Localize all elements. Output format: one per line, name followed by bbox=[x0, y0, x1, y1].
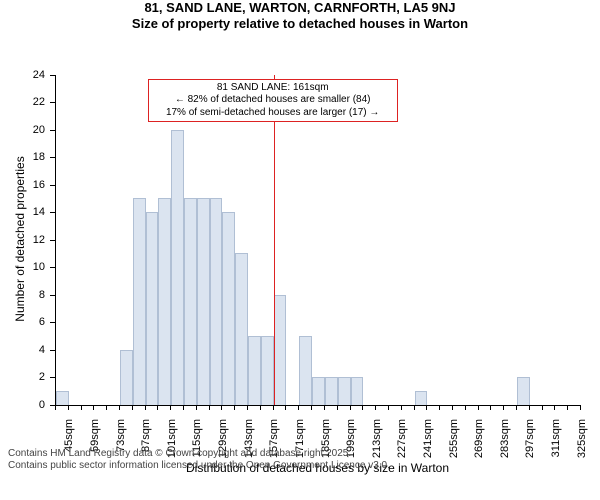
annotation-line-2: ← 82% of detached houses are smaller (84… bbox=[155, 94, 391, 107]
x-tick-mark bbox=[542, 405, 543, 410]
x-tick-mark bbox=[580, 405, 581, 410]
y-tick-mark bbox=[50, 185, 55, 186]
histogram-bar bbox=[210, 198, 223, 404]
x-tick-mark bbox=[183, 405, 184, 410]
annotation-line-1: 81 SAND LANE: 161sqm bbox=[155, 82, 391, 95]
histogram-bar bbox=[248, 336, 261, 405]
annotation-box: 81 SAND LANE: 161sqm ← 82% of detached h… bbox=[148, 79, 398, 123]
x-tick-mark bbox=[324, 405, 325, 410]
histogram-bar bbox=[171, 130, 184, 405]
x-tick-mark bbox=[247, 405, 248, 410]
histogram-bar bbox=[261, 336, 274, 405]
x-tick-mark bbox=[362, 405, 363, 410]
x-tick-mark bbox=[221, 405, 222, 410]
x-tick-mark bbox=[350, 405, 351, 410]
marker-line bbox=[274, 75, 275, 405]
histogram-bar bbox=[338, 377, 351, 405]
x-tick-mark bbox=[157, 405, 158, 410]
y-tick-mark bbox=[50, 102, 55, 103]
y-tick-mark bbox=[50, 130, 55, 131]
x-tick-mark bbox=[375, 405, 376, 410]
x-tick-mark bbox=[516, 405, 517, 410]
x-tick-mark bbox=[478, 405, 479, 410]
x-tick-mark bbox=[298, 405, 299, 410]
x-tick-mark bbox=[234, 405, 235, 410]
histogram-bar bbox=[325, 377, 338, 405]
y-tick-mark bbox=[50, 240, 55, 241]
x-tick-mark bbox=[55, 405, 56, 410]
footer-line-2: Contains public sector information licen… bbox=[8, 460, 390, 472]
histogram-bar bbox=[351, 377, 364, 405]
x-tick-mark bbox=[439, 405, 440, 410]
x-tick-mark bbox=[81, 405, 82, 410]
x-tick-mark bbox=[426, 405, 427, 410]
histogram-bar bbox=[120, 350, 133, 405]
y-tick-mark bbox=[50, 267, 55, 268]
x-tick-mark bbox=[465, 405, 466, 410]
x-tick-label: 325sqm bbox=[576, 419, 588, 467]
histogram-bar bbox=[184, 198, 197, 404]
x-tick-mark bbox=[311, 405, 312, 410]
histogram-bar bbox=[517, 377, 530, 405]
x-tick-mark bbox=[170, 405, 171, 410]
x-tick-mark bbox=[196, 405, 197, 410]
histogram-bar bbox=[222, 212, 235, 405]
footer: Contains HM Land Registry data © Crown c… bbox=[8, 448, 390, 472]
x-tick-mark bbox=[93, 405, 94, 410]
x-tick-label: 255sqm bbox=[448, 419, 460, 467]
x-tick-mark bbox=[132, 405, 133, 410]
histogram-bar bbox=[197, 198, 210, 404]
y-tick-mark bbox=[50, 295, 55, 296]
x-tick-mark bbox=[388, 405, 389, 410]
histogram-bar bbox=[133, 198, 146, 404]
y-tick-mark bbox=[50, 322, 55, 323]
x-tick-mark bbox=[209, 405, 210, 410]
histogram-bar bbox=[415, 391, 428, 405]
histogram-bar bbox=[299, 336, 312, 405]
annotation-line-3: 17% of semi-detached houses are larger (… bbox=[155, 107, 391, 120]
x-tick-label: 283sqm bbox=[499, 419, 511, 467]
x-tick-mark bbox=[490, 405, 491, 410]
x-tick-mark bbox=[414, 405, 415, 410]
y-tick-mark bbox=[50, 350, 55, 351]
x-tick-mark bbox=[529, 405, 530, 410]
x-tick-mark bbox=[273, 405, 274, 410]
histogram-bar bbox=[158, 198, 171, 404]
x-tick-mark bbox=[554, 405, 555, 410]
x-tick-mark bbox=[567, 405, 568, 410]
x-tick-label: 241sqm bbox=[422, 419, 434, 467]
x-tick-label: 227sqm bbox=[396, 419, 408, 467]
histogram-bar bbox=[274, 295, 287, 405]
x-tick-label: 297sqm bbox=[524, 419, 536, 467]
x-tick-mark bbox=[285, 405, 286, 410]
footer-line-1: Contains HM Land Registry data © Crown c… bbox=[8, 448, 390, 460]
x-tick-mark bbox=[106, 405, 107, 410]
x-tick-mark bbox=[68, 405, 69, 410]
histogram-bar bbox=[312, 377, 325, 405]
y-tick-mark bbox=[50, 377, 55, 378]
x-tick-mark bbox=[119, 405, 120, 410]
plot-area bbox=[55, 75, 581, 406]
x-tick-mark bbox=[145, 405, 146, 410]
x-tick-label: 269sqm bbox=[473, 419, 485, 467]
x-tick-label: 311sqm bbox=[550, 419, 562, 467]
y-tick-mark bbox=[50, 212, 55, 213]
x-tick-mark bbox=[401, 405, 402, 410]
histogram-bar bbox=[235, 253, 248, 404]
x-tick-mark bbox=[452, 405, 453, 410]
y-tick-mark bbox=[50, 75, 55, 76]
x-tick-mark bbox=[503, 405, 504, 410]
page-title: 81, SAND LANE, WARTON, CARNFORTH, LA5 9N… bbox=[0, 0, 600, 16]
histogram-bar bbox=[56, 391, 69, 405]
x-tick-mark bbox=[260, 405, 261, 410]
page-subtitle: Size of property relative to detached ho… bbox=[0, 16, 600, 32]
y-axis-title: Number of detached properties bbox=[13, 74, 27, 404]
y-tick-mark bbox=[50, 157, 55, 158]
x-tick-mark bbox=[337, 405, 338, 410]
histogram-bar bbox=[146, 212, 159, 405]
